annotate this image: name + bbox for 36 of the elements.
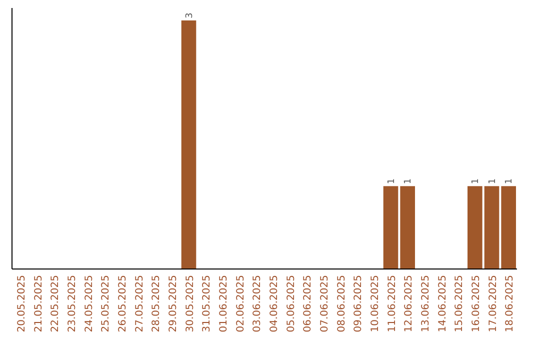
x-tick-label: 07.06.2025 xyxy=(319,275,330,332)
data-label: 1 xyxy=(404,178,414,184)
data-label: 1 xyxy=(504,178,515,184)
x-tick-label: 22.05.2025 xyxy=(50,275,62,332)
x-tick-label: 08.06.2025 xyxy=(336,275,348,332)
data-label: 1 xyxy=(386,178,397,184)
x-tick-label: 06.06.2025 xyxy=(302,275,314,332)
x-tick-label: 03.06.2025 xyxy=(252,275,264,332)
x-tick-label: 01.06.2025 xyxy=(218,275,230,332)
data-label: 3 xyxy=(184,12,195,18)
x-tick-label: 26.05.2025 xyxy=(117,275,128,332)
x-tick-label: 24.05.2025 xyxy=(84,275,95,332)
x-tick-label: 11.06.2025 xyxy=(386,275,398,332)
x-tick-label: 31.05.2025 xyxy=(202,275,213,332)
x-tick-label: 14.06.2025 xyxy=(437,275,448,332)
x-tick-label: 29.05.2025 xyxy=(168,275,179,332)
x-tick-label: 16.06.2025 xyxy=(470,275,482,332)
x-tick-label: 15.06.2025 xyxy=(454,275,466,332)
x-tick-label: 17.06.2025 xyxy=(488,275,499,332)
x-tick-label: 27.05.2025 xyxy=(134,275,146,332)
x-tick-label: 02.06.2025 xyxy=(235,275,246,332)
x-tick-label: 23.05.2025 xyxy=(66,275,78,332)
x-tick-label: 12.06.2025 xyxy=(404,275,415,332)
data-label: 1 xyxy=(488,178,498,184)
x-tick-label: 30.05.2025 xyxy=(184,275,196,332)
x-tick-label: 25.05.2025 xyxy=(100,275,112,332)
x-tick-label: 18.06.2025 xyxy=(504,275,516,332)
x-tick-label: 09.06.2025 xyxy=(353,275,364,332)
x-tick-label: 04.06.2025 xyxy=(268,275,280,332)
x-tick-label: 13.06.2025 xyxy=(420,275,432,332)
data-label: 1 xyxy=(470,178,481,184)
x-tick-label: 21.05.2025 xyxy=(33,275,44,332)
x-tick-label: 20.05.2025 xyxy=(16,275,28,332)
x-tick-label: 05.06.2025 xyxy=(286,275,297,332)
x-tick-label: 28.05.2025 xyxy=(151,275,162,332)
x-tick-label: 10.06.2025 xyxy=(370,275,381,332)
